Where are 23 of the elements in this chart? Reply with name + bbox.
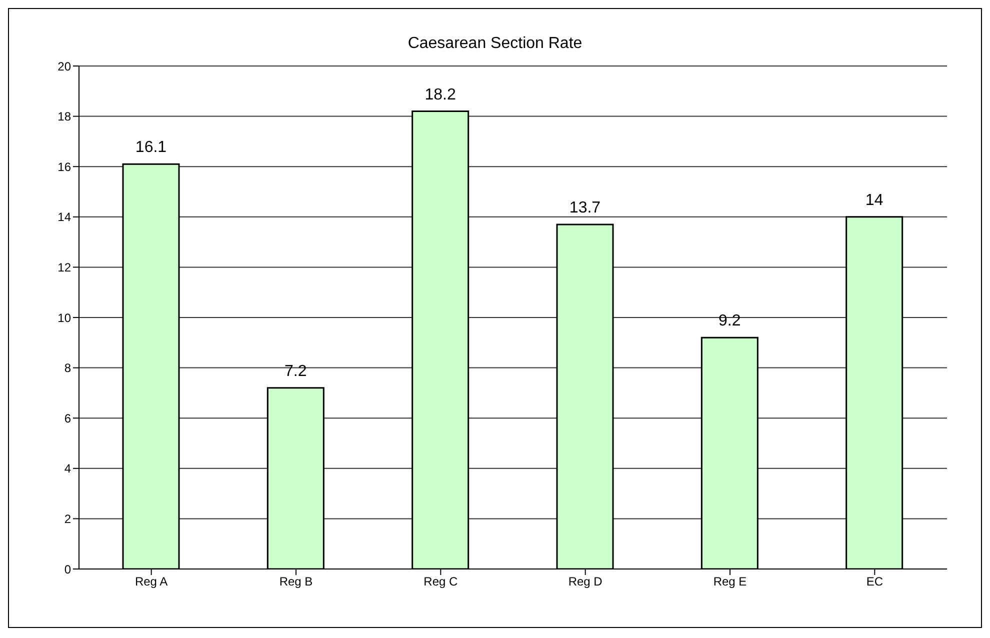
y-tick-label: 8 (64, 361, 72, 376)
data-label: 14 (865, 192, 884, 209)
x-tick-label: Reg E (713, 574, 747, 589)
x-tick-label: Reg B (279, 574, 313, 589)
x-tick-label: Reg A (134, 574, 168, 589)
data-label: 13.7 (569, 199, 601, 216)
x-tick-label: EC (866, 574, 884, 589)
x-tick-label: Reg D (568, 574, 603, 589)
data-label: 18.2 (424, 86, 456, 104)
y-tick-label: 14 (58, 210, 72, 224)
y-tick-label: 6 (64, 411, 72, 426)
y-tick-label: 12 (58, 260, 72, 274)
y-tick-label: 20 (58, 59, 72, 74)
chart-title: Caesarean Section Rate (406, 35, 584, 53)
y-tick-label: 16 (58, 160, 72, 174)
data-label: 7.2 (284, 362, 307, 380)
y-tick-label: 2 (64, 512, 72, 526)
y-tick-label: 18 (58, 110, 72, 124)
y-tick-label: 4 (64, 462, 72, 476)
y-tick-label: 0 (64, 562, 72, 576)
y-tick-label: 10 (58, 310, 72, 325)
x-tick-label: Reg C (424, 574, 458, 589)
data-label: 16.1 (135, 139, 167, 156)
